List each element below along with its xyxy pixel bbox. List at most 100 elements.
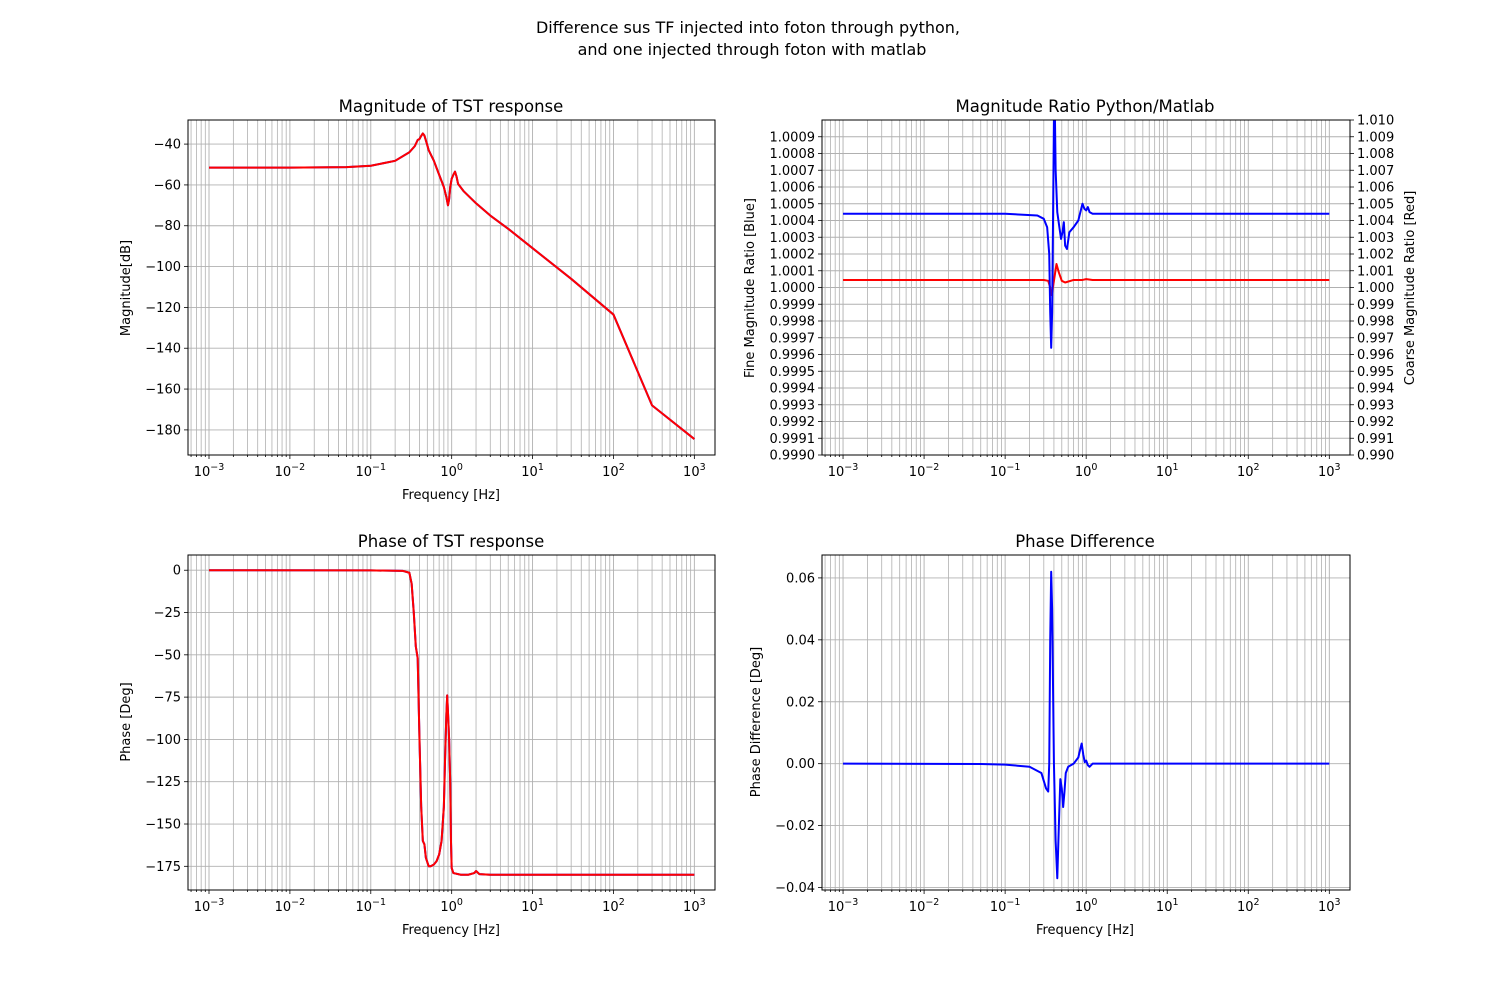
phdiff-xtick-label: 100	[1075, 897, 1098, 915]
phase-series-line-red	[208, 569, 695, 876]
ratio-ytick-right-label: 0.992	[1357, 415, 1394, 430]
phase-grid	[188, 555, 715, 890]
ratio-ytick-label: 1.0008	[770, 147, 816, 162]
ratio-ytick-right-label: 1.007	[1357, 164, 1394, 179]
ratio-ytick-label: 1.0001	[770, 264, 816, 279]
mag-series-line-red	[209, 132, 695, 440]
ratio-ytick-right-label: 1.006	[1357, 181, 1394, 196]
ratio-ytick-right-label: 0.999	[1357, 298, 1394, 313]
phase-ytick-label: −25	[154, 606, 181, 621]
phdiff-ytick-label: 0.04	[786, 633, 815, 648]
ratio-ytick-right-label: 0.990	[1357, 449, 1394, 464]
ratio-ytick-right-label: 0.995	[1357, 365, 1394, 380]
ratio-ytick-right-label: 1.009	[1357, 130, 1394, 145]
phase-difference-chart-xlabel: Frequency [Hz]	[1036, 923, 1134, 938]
ratio-ytick-right-label: 1.010	[1357, 114, 1394, 129]
ratio-ytick-right-label: 0.996	[1357, 348, 1394, 363]
phase-axes-frame	[187, 554, 716, 891]
magnitude-chart-title: Magnitude of TST response	[339, 97, 564, 116]
mag-ytick-label: −100	[145, 260, 181, 275]
phase-chart-title: Phase of TST response	[358, 532, 544, 551]
ratio-ytick-label: 0.9996	[770, 348, 816, 363]
mag-xtick-label: 10−2	[275, 462, 306, 480]
phase-xtick-label: 10−1	[356, 897, 387, 915]
ratio-ytick-label: 0.9995	[770, 365, 816, 380]
phdiff-xtick-label: 102	[1237, 897, 1260, 915]
mag-axes-frame	[187, 119, 716, 456]
phase-chart-ylabel: Phase [Deg]	[119, 682, 134, 761]
figure-suptitle-line-1: Difference sus TF injected into foton th…	[536, 18, 960, 37]
figure-suptitle-line-2: and one injected through foton with matl…	[578, 40, 927, 59]
magnitude-chart-xlabel: Frequency [Hz]	[402, 488, 500, 503]
ratio-ytick-right-label: 1.001	[1357, 264, 1394, 279]
ratio-xtick-label: 10−1	[990, 462, 1021, 480]
ratio-xtick-label: 101	[1156, 462, 1179, 480]
ratio-ytick-label: 1.0009	[770, 130, 816, 145]
ratio-ytick-label: 0.9998	[770, 315, 816, 330]
ratio-chart-title: Magnitude Ratio Python/Matlab	[955, 97, 1214, 116]
ratio-ytick-label: 1.0002	[770, 248, 816, 263]
phase-ytick-label: −175	[145, 860, 181, 875]
ratio-xtick-label: 10−3	[828, 462, 859, 480]
magnitude-chart: Magnitude of TST response Frequency [Hz]…	[119, 97, 716, 503]
ratio-ytick-right-label: 0.994	[1357, 382, 1394, 397]
phdiff-ytick-label: 0.02	[786, 695, 815, 710]
ratio-ytick-label: 0.9997	[770, 331, 816, 346]
phase-xtick-label: 103	[683, 897, 706, 915]
phdiff-xtick-label: 10−1	[990, 897, 1021, 915]
mag-ytick-label: −160	[145, 383, 181, 398]
ratio-series-line-blue	[843, 120, 1330, 349]
ratio-ytick-label: 0.9992	[770, 415, 816, 430]
ratio-ytick-right-label: 1.008	[1357, 147, 1394, 162]
phase-ytick-label: −75	[154, 691, 181, 706]
mag-ytick-label: −120	[145, 301, 181, 316]
ratio-chart-ylabel-right: Coarse Magnitude Ratio [Red]	[1403, 191, 1418, 386]
phdiff-xtick-label: 101	[1156, 897, 1179, 915]
ratio-chart: Magnitude Ratio Python/Matlab Fine Magni…	[743, 97, 1418, 480]
ratio-axes-frame	[821, 119, 1351, 456]
phase-difference-chart-ylabel: Phase Difference [Deg]	[749, 647, 764, 798]
ratio-ytick-right-label: 1.002	[1357, 248, 1394, 263]
mag-xtick-label: 100	[440, 462, 463, 480]
ratio-ytick-label: 1.0005	[770, 197, 816, 212]
phase-difference-chart-title: Phase Difference	[1015, 532, 1155, 551]
mag-ytick-label: −40	[154, 138, 181, 153]
ratio-ytick-right-label: 0.997	[1357, 331, 1394, 346]
phase-xtick-label: 102	[602, 897, 625, 915]
phase-ytick-label: −50	[154, 648, 181, 663]
mag-xtick-label: 10−3	[194, 462, 225, 480]
mag-xtick-label: 102	[602, 462, 625, 480]
ratio-ytick-label: 0.9991	[770, 432, 816, 447]
ratio-xtick-label: 100	[1075, 462, 1098, 480]
mag-ytick-label: −180	[145, 423, 181, 438]
ratio-ytick-label: 0.9999	[770, 298, 816, 313]
ratio-ytick-label: 1.0003	[770, 231, 816, 246]
ratio-ytick-label: 1.0006	[770, 181, 816, 196]
magnitude-chart-ylabel: Magnitude[dB]	[119, 240, 134, 336]
phase-xtick-label: 10−2	[275, 897, 306, 915]
ratio-ytick-right-label: 0.993	[1357, 398, 1394, 413]
mag-ytick-label: −140	[145, 342, 181, 357]
ratio-ytick-label: 1.0004	[770, 214, 816, 229]
ratio-ytick-right-label: 1.003	[1357, 231, 1394, 246]
ratio-ytick-right-label: 0.998	[1357, 315, 1394, 330]
phdiff-xtick-label: 103	[1318, 897, 1341, 915]
phase-xtick-label: 10−3	[194, 897, 225, 915]
mag-xtick-label: 103	[683, 462, 706, 480]
phdiff-axes-frame	[821, 554, 1351, 891]
phdiff-xtick-label: 10−3	[828, 897, 859, 915]
phase-chart: Phase of TST response Frequency [Hz] Pha…	[119, 532, 716, 938]
ratio-ytick-label: 1.0000	[770, 281, 816, 296]
phdiff-ytick-label: 0.00	[786, 757, 815, 772]
ratio-xtick-label: 10−2	[909, 462, 940, 480]
phase-ytick-label: −100	[145, 733, 181, 748]
ratio-ytick-right-label: 0.991	[1357, 432, 1394, 447]
ratio-chart-ylabel-left: Fine Magnitude Ratio [Blue]	[743, 198, 758, 378]
phase-xtick-label: 101	[521, 897, 544, 915]
mag-ytick-label: −80	[154, 219, 181, 234]
phdiff-ytick-label: 0.06	[786, 571, 815, 586]
phdiff-ytick-label: −0.04	[775, 881, 815, 896]
phase-ytick-label: −125	[145, 775, 181, 790]
